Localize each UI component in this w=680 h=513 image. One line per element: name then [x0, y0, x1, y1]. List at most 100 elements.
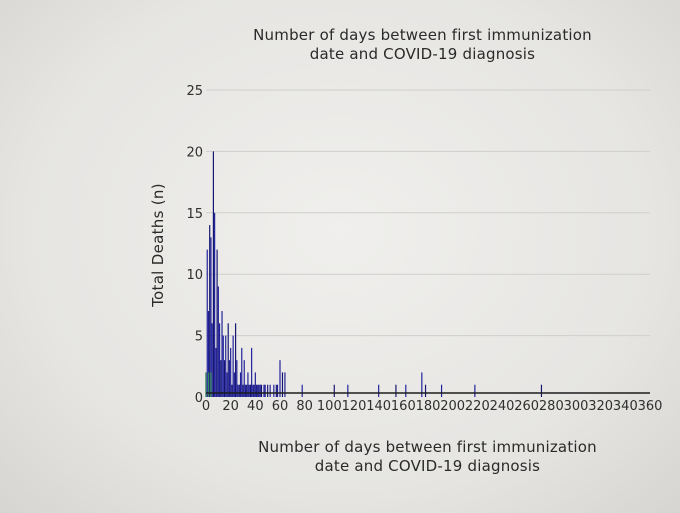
- chart-title: Number of days between first immunizatio…: [230, 26, 615, 64]
- bar: [252, 384, 254, 397]
- bar: [214, 212, 216, 397]
- y-tick-label: 15: [186, 207, 203, 222]
- bar: [267, 384, 269, 397]
- bar: [405, 384, 407, 397]
- bar: [273, 384, 275, 397]
- bar: [301, 384, 303, 397]
- bar: [249, 384, 251, 397]
- bar: [221, 311, 223, 397]
- x-tick-label: 180: [416, 399, 441, 414]
- bar: [233, 372, 235, 397]
- bar: [241, 347, 243, 397]
- x-tick-label: 120: [342, 399, 367, 414]
- bar: [279, 360, 281, 397]
- bar: [223, 360, 226, 397]
- bar: [222, 335, 224, 397]
- bar: [263, 384, 265, 397]
- bar: [216, 249, 218, 397]
- bar: [217, 286, 219, 397]
- chart-title-line-1: Number of days between first immunizatio…: [253, 26, 592, 44]
- bar: [264, 384, 266, 397]
- x-tick-label: 340: [613, 399, 638, 414]
- bar: [238, 384, 240, 397]
- bar: [232, 335, 234, 397]
- bar: [212, 151, 214, 397]
- x-tick-label: 0: [202, 399, 210, 414]
- x-tick-label: 360: [638, 399, 663, 414]
- x-tick-label: 80: [296, 399, 313, 414]
- x-tick-label: 260: [514, 399, 539, 414]
- x-tick-label: 160: [391, 399, 416, 414]
- bar: [260, 384, 263, 397]
- bar: [242, 384, 244, 397]
- bar: [210, 237, 212, 397]
- bar: [228, 360, 231, 397]
- grid-lines: [206, 89, 650, 337]
- x-axis-title-line-1: Number of days between first immunizatio…: [258, 438, 597, 456]
- x-tick-label: 140: [366, 399, 391, 414]
- bar: [395, 384, 397, 397]
- bar: [251, 347, 253, 397]
- bar: [474, 384, 476, 397]
- y-tick-labels: 0 5 10 15 20 25: [186, 84, 203, 406]
- bar: [237, 384, 239, 397]
- bar: [209, 225, 211, 397]
- bar: [226, 372, 228, 397]
- x-tick-label: 60: [272, 399, 289, 414]
- y-tick-label: 10: [186, 268, 203, 283]
- bar: [257, 384, 259, 397]
- bar: [275, 384, 277, 397]
- x-axis-title: Number of days between first immunizatio…: [235, 438, 620, 476]
- bar: [246, 384, 248, 397]
- bar: [255, 384, 258, 397]
- bar: [218, 323, 221, 397]
- bar: [258, 384, 260, 397]
- bar: [347, 384, 349, 397]
- bar: [220, 360, 222, 397]
- chart-title-line-2: date and COVID-19 diagnosis: [309, 45, 536, 63]
- bar: [235, 323, 237, 397]
- bar: [540, 384, 543, 397]
- y-tick-label: 5: [195, 330, 203, 345]
- bar: [276, 384, 279, 397]
- bar: [269, 384, 271, 397]
- x-tick-label: 100: [317, 399, 342, 414]
- bar: [244, 384, 247, 397]
- x-tick-label: 240: [490, 399, 515, 414]
- bar: [284, 372, 286, 397]
- x-axis-title-line-2: date and COVID-19 diagnosis: [314, 457, 541, 475]
- bar-accent: [207, 372, 210, 397]
- bar: [253, 384, 255, 397]
- x-tick-labels: 0 20 40 60 80 100 120 140 160 180 200 220 240 260 280 3…: [202, 399, 663, 414]
- bar: [421, 372, 423, 397]
- bar: [206, 249, 208, 397]
- bar: [207, 311, 210, 397]
- bar: [231, 384, 233, 397]
- bar-accent: [205, 372, 207, 397]
- bar: [243, 360, 245, 397]
- bar: [259, 384, 261, 397]
- x-tick-label: 300: [564, 399, 589, 414]
- y-tick-label: 0: [195, 391, 203, 406]
- bar: [211, 323, 213, 397]
- bar: [378, 384, 380, 397]
- bar: [248, 384, 250, 397]
- bar: [225, 335, 227, 397]
- bar: [227, 323, 229, 397]
- x-tick-label: 20: [222, 399, 239, 414]
- bar: [215, 347, 217, 397]
- bar: [440, 384, 443, 397]
- x-tick-label: 280: [539, 399, 564, 414]
- bar-accent: [210, 372, 212, 397]
- bar: [281, 372, 284, 397]
- y-tick-label: 25: [186, 84, 203, 99]
- bar: [239, 372, 242, 397]
- bar: [230, 347, 232, 397]
- x-tick-label: 320: [588, 399, 613, 414]
- x-tick-label: 220: [465, 399, 490, 414]
- bar: [254, 372, 256, 397]
- y-tick-label: 20: [186, 145, 203, 160]
- bar: [247, 372, 249, 397]
